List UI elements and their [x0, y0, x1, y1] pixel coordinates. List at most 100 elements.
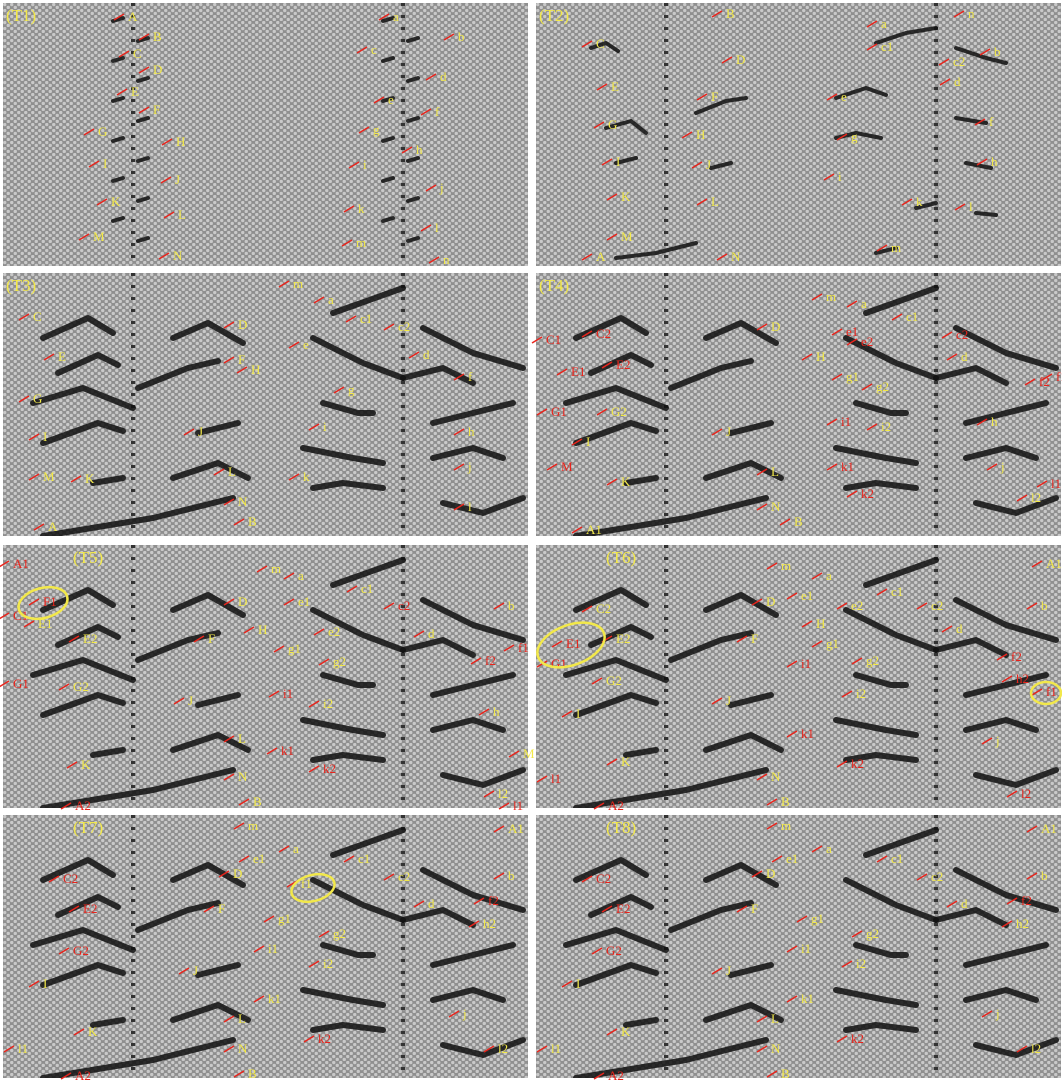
marker-arrow — [23, 620, 35, 628]
dislocation — [843, 877, 939, 923]
marker-arrow — [938, 58, 950, 66]
marker-arrow — [73, 1028, 85, 1036]
marker-arrow — [333, 386, 345, 394]
defect-label: E1 — [566, 636, 580, 651]
dislocation — [40, 315, 116, 341]
defect-label: L — [771, 464, 779, 479]
defect-label: c1 — [358, 851, 370, 866]
defect-label: f1 — [518, 640, 529, 655]
defect-label: g — [348, 382, 355, 397]
defect-label: C — [33, 309, 42, 324]
marker-arrow — [696, 93, 708, 101]
dislocation — [833, 987, 919, 1008]
marker-arrow — [851, 930, 863, 938]
dislocation — [310, 480, 386, 491]
defect-label: h — [493, 704, 500, 719]
defect-label: l1 — [18, 1041, 28, 1056]
dislocation — [136, 116, 150, 123]
dislocation — [573, 692, 659, 718]
defect-label: f2 — [488, 893, 499, 908]
defect-label: J — [198, 424, 203, 439]
dislocation — [40, 962, 126, 988]
dislocation — [195, 962, 241, 978]
marker-arrow — [428, 256, 440, 264]
defect-label: a — [861, 296, 867, 311]
marker-arrow — [946, 900, 958, 908]
marker-arrow — [601, 361, 613, 369]
defect-label: j — [1000, 459, 1005, 474]
defect-label: b — [508, 868, 515, 883]
dislocation — [55, 894, 121, 918]
marker-arrow — [823, 173, 835, 181]
dislocation — [953, 597, 1059, 643]
defect-label: m — [781, 558, 791, 573]
marker-arrow — [836, 133, 848, 141]
defect-label: G1 — [13, 676, 29, 691]
dislocation — [310, 752, 386, 763]
marker-arrow — [736, 635, 748, 643]
dislocation — [406, 116, 420, 123]
defect-label: c1 — [906, 309, 918, 324]
defect-label: d — [954, 74, 961, 89]
dislocation — [430, 400, 516, 426]
marker-arrow — [303, 1035, 315, 1043]
dislocation — [573, 1037, 769, 1078]
marker-arrow — [711, 967, 723, 975]
dislocation — [963, 987, 1039, 1003]
defect-label: g1 — [846, 369, 859, 384]
dislocation — [614, 241, 698, 260]
marker-arrow — [916, 873, 928, 881]
defect-label: l1 — [1051, 476, 1061, 491]
defect-label: d — [423, 347, 430, 362]
marker-arrow — [158, 252, 170, 260]
dislocation — [953, 325, 1059, 371]
defect-label: l2 — [1021, 786, 1031, 801]
defect-label: g1 — [288, 641, 301, 656]
defect-label: B — [153, 29, 162, 44]
defect-label: E — [58, 349, 66, 364]
marker-arrow — [1006, 897, 1018, 905]
dislocation — [330, 827, 406, 858]
marker-arrow — [891, 313, 903, 321]
defect-label: c2 — [398, 319, 410, 334]
marker-arrow — [283, 598, 295, 606]
dislocation — [30, 657, 136, 683]
marker-arrow — [596, 83, 608, 91]
marker-arrow — [218, 870, 230, 878]
marker-arrow — [313, 628, 325, 636]
defect-label: m — [826, 289, 836, 304]
defect-label: g2 — [866, 926, 879, 941]
defect-label: H — [176, 134, 185, 149]
dislocation — [694, 96, 748, 115]
dislocation — [320, 942, 376, 958]
defect-label: B — [253, 794, 262, 809]
dislocation — [623, 1017, 659, 1028]
defect-label: a — [393, 9, 399, 24]
defect-label: f2 — [1039, 374, 1050, 389]
panel-image — [536, 545, 1061, 808]
defect-label: d — [961, 349, 968, 364]
dislocation — [573, 962, 659, 988]
defect-label: h2 — [1016, 671, 1029, 686]
defect-label: c2 — [956, 327, 968, 342]
marker-arrow — [223, 735, 235, 743]
dislocation — [964, 161, 993, 170]
marker-arrow — [1024, 378, 1036, 386]
marker-arrow — [786, 730, 798, 738]
defect-label: M — [43, 469, 55, 484]
marker-arrow — [1016, 1045, 1028, 1053]
marker-arrow — [68, 905, 80, 913]
marker-arrow — [681, 131, 693, 139]
defect-label: N — [771, 1041, 781, 1056]
defect-label: L — [238, 731, 246, 746]
marker-arrow — [70, 475, 82, 483]
marker-arrow — [779, 518, 791, 526]
defect-label: a — [826, 841, 832, 856]
marker-arrow — [348, 161, 360, 169]
marker-arrow — [811, 572, 823, 580]
marker-arrow — [18, 395, 30, 403]
dislocation — [170, 862, 246, 888]
dislocation — [973, 495, 1059, 516]
marker-arrow — [378, 13, 390, 21]
